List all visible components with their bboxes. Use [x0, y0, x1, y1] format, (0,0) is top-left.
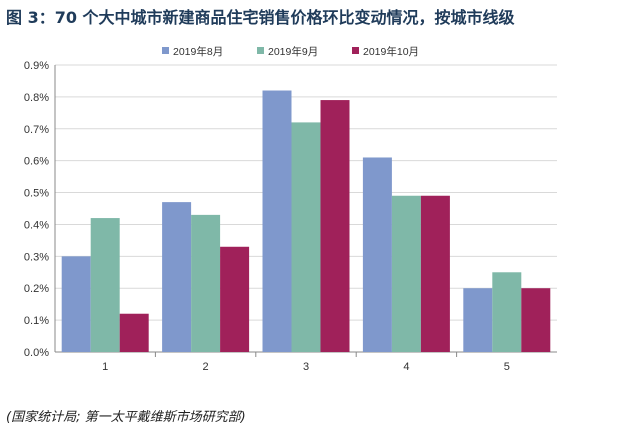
x-axis: 1 2 3 4 5 — [102, 352, 510, 373]
y-tick-label: 0.2% — [24, 283, 49, 295]
y-axis: 0.0% 0.1% 0.2% 0.3% 0.4% 0.5% 0.6% 0.7% 0.8% 0.9% — [24, 60, 56, 359]
bar-1-2 — [162, 202, 192, 352]
bar-2-1 — [90, 218, 120, 352]
bar-1-1 — [61, 256, 91, 352]
y-tick-label: 0.0% — [24, 347, 49, 359]
bar-3-4 — [420, 195, 450, 352]
bar-3-3 — [320, 100, 350, 352]
x-tick-label: 2 — [203, 361, 209, 373]
y-tick-label: 0.8% — [24, 92, 49, 104]
y-tick-label: 0.6% — [24, 156, 49, 168]
legend-label: 2019年9月 — [268, 45, 318, 58]
y-tick-label: 0.9% — [24, 60, 49, 72]
y-tick-label: 0.3% — [24, 251, 49, 263]
bar-3-5 — [521, 288, 551, 352]
bar-3-1 — [119, 313, 149, 352]
x-tick-label: 1 — [102, 361, 108, 373]
bars — [61, 90, 551, 353]
bar-2-4 — [391, 195, 421, 352]
bar-1-5 — [463, 288, 493, 352]
legend-label: 2019年10月 — [363, 45, 419, 58]
legend-swatch — [352, 47, 359, 54]
chart-title: 图 3：70 个大中城市新建商品住宅销售价格环比变动情况，按城市线级 — [6, 8, 515, 27]
bar-1-4 — [362, 157, 392, 352]
x-tick-label: 4 — [403, 361, 409, 373]
source-note: (国家统计局; 第一太平戴维斯市场研究部) — [6, 410, 246, 425]
bar-2-5 — [492, 272, 522, 352]
y-tick-label: 0.4% — [24, 219, 49, 231]
bar-1-3 — [262, 90, 292, 352]
bar-2-3 — [291, 122, 321, 353]
legend-swatch — [162, 47, 169, 54]
legend-swatch — [257, 47, 264, 54]
y-tick-label: 0.5% — [24, 188, 49, 200]
y-tick-label: 0.1% — [24, 315, 49, 327]
x-tick-label: 3 — [303, 361, 309, 373]
x-tick-label: 5 — [504, 361, 510, 373]
bar-2-2 — [191, 214, 221, 352]
legend: 2019年8月 2019年9月 2019年10月 — [162, 45, 419, 58]
bar-3-2 — [220, 246, 250, 352]
y-tick-label: 0.7% — [24, 124, 49, 136]
legend-label: 2019年8月 — [173, 45, 223, 58]
bar-chart: 0.0% 0.1% 0.2% 0.3% 0.4% 0.5% 0.6% 0.7% 0.8% 0.9%… — [24, 45, 557, 373]
